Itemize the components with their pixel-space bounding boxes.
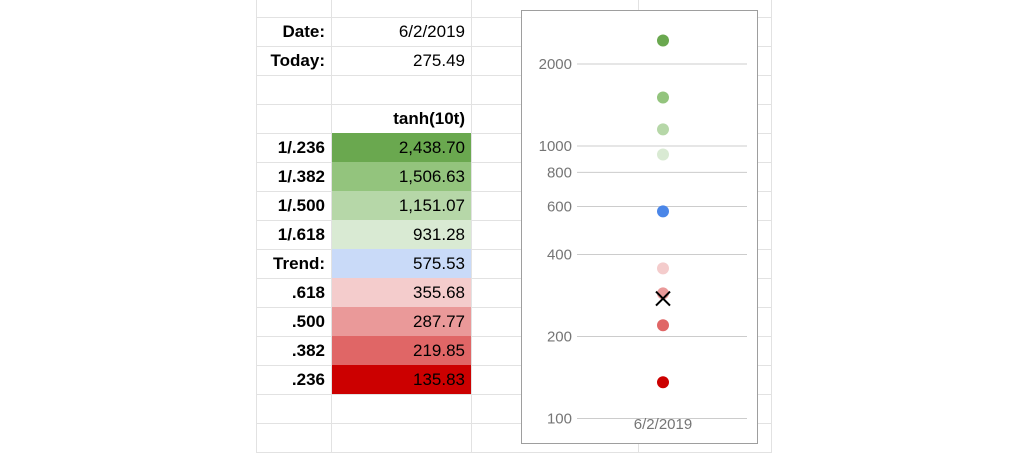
grid-row-line: [256, 191, 772, 192]
grid-row-line: [256, 220, 772, 221]
y-tick-label: 1000: [539, 138, 572, 155]
grid-row-line: [256, 394, 772, 395]
grid-row-line: [256, 423, 772, 424]
column-header[interactable]: tanh(10t): [393, 108, 465, 128]
y-tick-label: 200: [547, 328, 572, 345]
row-value[interactable]: 1,506.63: [332, 162, 471, 191]
grid-row-line: [256, 336, 772, 337]
data-point: [657, 205, 669, 218]
grid-row-line: [256, 46, 772, 47]
row-label[interactable]: .382: [291, 340, 325, 360]
row-value[interactable]: 135.83: [332, 365, 471, 394]
row-value[interactable]: 1,151.07: [332, 191, 471, 220]
grid-row-line: [256, 104, 772, 105]
grid-column-line: [256, 0, 257, 453]
row-value[interactable]: 575.53: [332, 249, 471, 278]
y-tick-label: 400: [547, 246, 572, 263]
chart-canvas: 100 200 400 600 800 1000 2000 6/2/2019: [539, 34, 747, 433]
row-value[interactable]: 219.85: [332, 336, 471, 365]
grid-row-line: [256, 75, 772, 76]
date-label[interactable]: Date:: [282, 21, 325, 41]
row-label[interactable]: .618: [291, 282, 325, 302]
row-value[interactable]: 355.68: [332, 278, 471, 307]
y-tick-label: 2000: [539, 56, 572, 73]
grid-row-line: [256, 278, 772, 279]
row-label[interactable]: 1/.618: [277, 224, 325, 244]
row-label[interactable]: Trend:: [273, 253, 325, 273]
data-point: [657, 319, 669, 332]
grid-row-line: [256, 249, 772, 250]
grid-row-line: [256, 162, 772, 163]
grid-row-line: [256, 365, 772, 366]
data-point: [657, 34, 669, 47]
row-label[interactable]: 1/.382: [277, 166, 325, 186]
data-point: [657, 123, 669, 136]
row-label[interactable]: 1/.500: [277, 195, 325, 215]
data-point: [657, 376, 669, 389]
x-tick-label: 6/2/2019: [634, 416, 692, 433]
today-label[interactable]: Today:: [270, 50, 325, 70]
grid-row-line: [256, 17, 772, 18]
data-point: [657, 262, 669, 275]
y-tick-label: 600: [547, 198, 572, 215]
y-tick-label: 800: [547, 164, 572, 181]
y-tick-label: 100: [547, 411, 572, 428]
today-value[interactable]: 275.49: [413, 50, 465, 70]
row-value[interactable]: 931.28: [332, 220, 471, 249]
grid-column-line: [771, 0, 772, 453]
grid-column-line: [471, 0, 472, 453]
embedded-chart[interactable]: 100 200 400 600 800 1000 2000 6/2/2019: [521, 10, 758, 444]
data-point-x-marker: [655, 290, 671, 307]
row-label[interactable]: 1/.236: [277, 137, 325, 157]
row-label[interactable]: .500: [291, 311, 325, 331]
grid-row-line: [256, 307, 772, 308]
data-point: [657, 91, 669, 104]
row-value[interactable]: 287.77: [332, 307, 471, 336]
grid-row-line: [256, 133, 772, 134]
row-label[interactable]: .236: [291, 369, 325, 389]
grid-column-line: [331, 0, 332, 453]
row-value[interactable]: 2,438.70: [332, 133, 471, 162]
data-point: [657, 148, 669, 161]
date-value[interactable]: 6/2/2019: [398, 21, 465, 41]
